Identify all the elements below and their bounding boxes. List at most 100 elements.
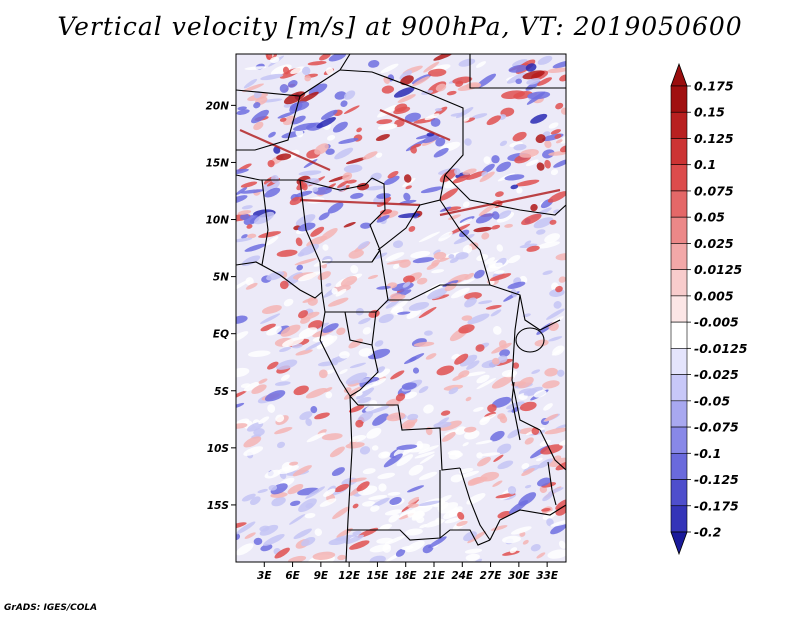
field-cell [413, 341, 435, 347]
field-cell [548, 122, 559, 129]
field-cell [455, 426, 467, 435]
field-cell [349, 435, 367, 442]
x-tick-label: 21E [423, 570, 446, 582]
field-cell [246, 224, 253, 229]
field-cell [280, 374, 290, 381]
field-cell [346, 179, 357, 184]
field-cell [455, 252, 469, 260]
border-chad-car [377, 174, 446, 251]
field-cell [236, 543, 254, 556]
field-cell [331, 287, 338, 295]
field-cell [508, 255, 521, 264]
field-cell [533, 390, 547, 398]
field-cell [550, 129, 562, 135]
field-cell [245, 277, 254, 286]
field-cell [459, 470, 480, 479]
colorbar-label: 0.075 [694, 183, 734, 198]
field-cell [464, 426, 477, 433]
field-cell [546, 67, 566, 73]
field-cell [486, 115, 501, 126]
field-cell [374, 340, 384, 347]
field-cell [515, 179, 540, 187]
field-cell [268, 484, 278, 491]
field-cell [553, 209, 561, 214]
field-cell [405, 185, 412, 190]
field-cell [295, 214, 316, 226]
colorbar-segment [670, 111, 688, 139]
field-cell [550, 523, 566, 535]
field-cell [476, 377, 497, 390]
field-cell [395, 548, 406, 557]
field-cell [446, 90, 457, 96]
field-cell [481, 232, 490, 240]
field-cell [510, 184, 519, 190]
border-drc-angola [349, 395, 461, 471]
field-cell [517, 376, 534, 389]
field-cell [455, 107, 474, 119]
field-cell [406, 308, 422, 319]
field-cell [343, 386, 363, 400]
field-cell [464, 548, 483, 554]
field-cell [559, 145, 566, 153]
field-cell [289, 514, 306, 525]
field-cell [264, 469, 281, 479]
field-cell [298, 327, 318, 339]
field-cell [487, 404, 497, 413]
x-tick-label: 3E [257, 570, 272, 582]
field-cell [521, 463, 530, 470]
field-cell [453, 233, 475, 245]
field-cell [299, 243, 319, 256]
field-cell [294, 258, 317, 266]
field-cell [467, 313, 490, 325]
field-cell [459, 216, 475, 224]
field-cell [304, 512, 316, 519]
field-cell [327, 134, 336, 141]
border-algeria-niger [236, 54, 351, 97]
field-cell [533, 217, 554, 229]
field-cell [336, 327, 346, 336]
field-cell [456, 520, 468, 527]
field-cell [418, 500, 441, 506]
field-cell [458, 370, 470, 378]
field-cell [537, 241, 560, 249]
field-cell [296, 264, 304, 271]
field-cell [266, 326, 282, 336]
field-cell [399, 70, 413, 80]
field-cell [544, 140, 552, 149]
field-cell [423, 61, 440, 73]
field-cell [356, 127, 362, 133]
field-cell [492, 357, 500, 365]
field-cell [478, 202, 498, 216]
field-cell [408, 496, 420, 505]
field-cell [279, 346, 292, 352]
field-cell [288, 555, 307, 562]
field-cell [436, 365, 455, 376]
field-cell [332, 506, 350, 520]
field-cell [389, 497, 402, 505]
field-cell [289, 500, 301, 506]
field-cell [305, 418, 313, 427]
field-cell [280, 324, 301, 337]
field-cell [557, 369, 565, 377]
field-cell [263, 533, 285, 546]
colorbar-segment [670, 216, 688, 244]
field-cell [408, 225, 416, 232]
field-cell [462, 245, 473, 254]
field-cell [407, 413, 419, 421]
field-cell [376, 197, 392, 207]
field-cell [289, 461, 299, 466]
field-cell [322, 244, 329, 251]
country-borders [236, 54, 566, 562]
field-cell [376, 215, 390, 223]
field-cell [317, 361, 335, 367]
field-cell [485, 304, 502, 310]
field-cell [329, 446, 345, 458]
field-cell [519, 243, 538, 249]
field-cell [463, 371, 486, 377]
colorbar-label: 0.1 [694, 157, 716, 172]
field-cell [355, 391, 363, 397]
field-ridge [439, 188, 561, 217]
field-cell [412, 76, 430, 87]
field-cell [381, 85, 395, 94]
field-cell [260, 323, 276, 332]
